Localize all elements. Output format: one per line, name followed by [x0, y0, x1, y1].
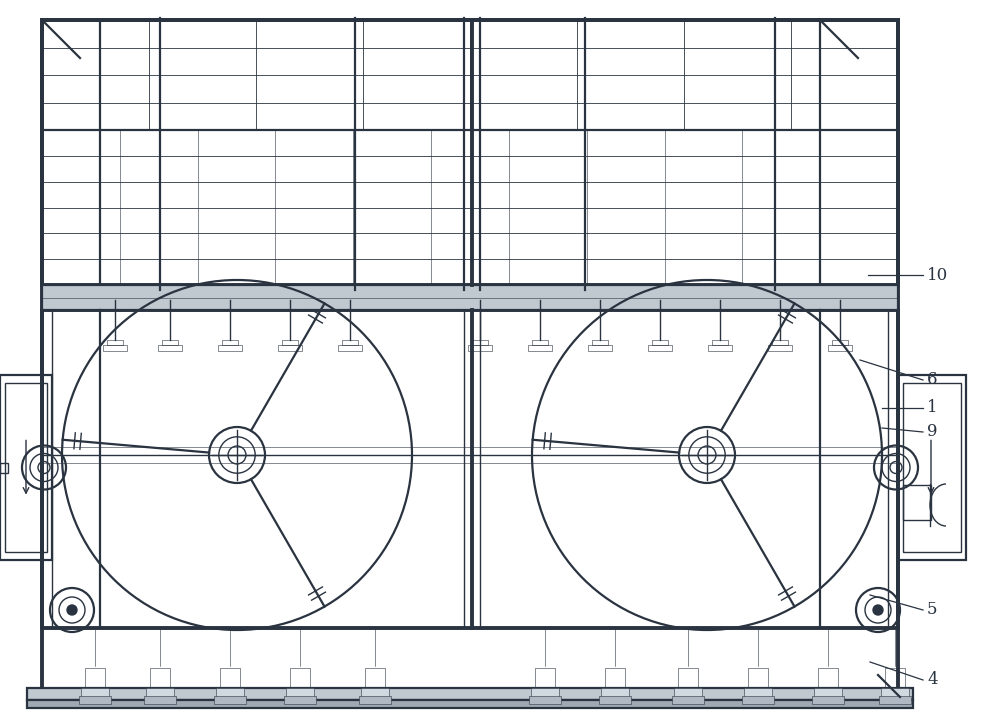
Bar: [708, 345, 732, 351]
Bar: [222, 340, 238, 345]
Bar: [286, 688, 314, 698]
Bar: [832, 340, 848, 345]
Bar: [592, 340, 608, 345]
Bar: [162, 340, 178, 345]
Bar: [599, 696, 631, 704]
Bar: [220, 668, 240, 690]
Bar: [605, 668, 625, 690]
Circle shape: [873, 605, 883, 615]
Bar: [531, 688, 559, 698]
Bar: [150, 668, 170, 690]
Bar: [214, 696, 246, 704]
Bar: [472, 340, 488, 345]
Bar: [814, 688, 842, 698]
Bar: [216, 688, 244, 698]
Bar: [342, 340, 358, 345]
Bar: [588, 345, 612, 351]
Bar: [278, 345, 302, 351]
Bar: [5, 383, 47, 552]
Bar: [144, 696, 176, 704]
Bar: [601, 688, 629, 698]
Bar: [361, 688, 389, 698]
Bar: [879, 696, 911, 704]
Bar: [218, 345, 242, 351]
Text: 4: 4: [927, 671, 938, 689]
Bar: [338, 345, 362, 351]
Bar: [881, 688, 909, 698]
Bar: [532, 340, 548, 345]
Bar: [107, 340, 123, 345]
Bar: [672, 696, 704, 704]
Bar: [359, 696, 391, 704]
Bar: [146, 688, 174, 698]
Bar: [27, 700, 913, 708]
Bar: [678, 668, 698, 690]
Bar: [85, 668, 105, 690]
Bar: [468, 345, 492, 351]
Text: 5: 5: [927, 602, 938, 619]
Bar: [103, 345, 127, 351]
Bar: [42, 285, 898, 310]
Bar: [648, 345, 672, 351]
Bar: [652, 340, 668, 345]
Bar: [744, 688, 772, 698]
Bar: [812, 696, 844, 704]
Bar: [42, 20, 898, 695]
Bar: [818, 668, 838, 690]
Bar: [528, 345, 552, 351]
Bar: [748, 668, 768, 690]
Text: 10: 10: [927, 266, 948, 283]
Text: 9: 9: [927, 424, 938, 441]
Text: 6: 6: [927, 372, 938, 389]
Bar: [674, 688, 702, 698]
Bar: [52, 310, 888, 628]
Bar: [898, 375, 966, 560]
Bar: [712, 340, 728, 345]
Bar: [828, 345, 852, 351]
Bar: [42, 310, 898, 628]
Bar: [0, 375, 52, 560]
Bar: [27, 688, 913, 700]
Bar: [290, 668, 310, 690]
Bar: [158, 345, 182, 351]
Bar: [768, 345, 792, 351]
Bar: [79, 696, 111, 704]
Text: 1: 1: [927, 399, 938, 417]
Bar: [0, 463, 8, 473]
Bar: [903, 485, 931, 520]
Bar: [42, 20, 898, 285]
Bar: [365, 668, 385, 690]
Bar: [885, 668, 905, 690]
Bar: [284, 696, 316, 704]
Bar: [742, 696, 774, 704]
Bar: [81, 688, 109, 698]
Bar: [529, 696, 561, 704]
Bar: [282, 340, 298, 345]
Bar: [535, 668, 555, 690]
Circle shape: [67, 605, 77, 615]
Bar: [772, 340, 788, 345]
Bar: [903, 383, 961, 552]
